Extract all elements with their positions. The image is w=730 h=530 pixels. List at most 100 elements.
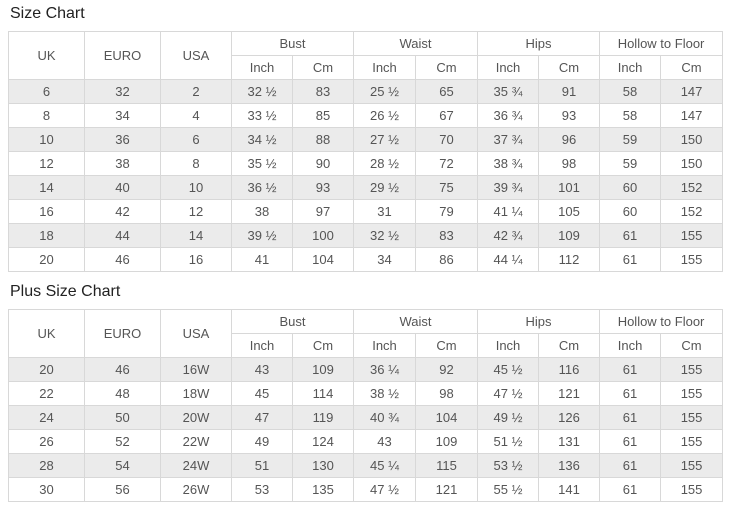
cell-hips-inch: 41 ¼ <box>477 199 540 224</box>
table-row: 22 48 18W 45 114 38 ½ 98 47 ½ 121 61 155 <box>8 381 724 406</box>
cell-waist-cm: 75 <box>415 175 479 200</box>
cell-usa: 6 <box>160 127 232 152</box>
cell-hips-inch: 36 ¾ <box>477 103 540 128</box>
cell-hips-inch: 51 ½ <box>477 429 540 454</box>
cell-hollow-inch: 61 <box>599 247 662 272</box>
cell-uk: 22 <box>8 381 85 406</box>
cell-bust-cm: 130 <box>291 453 355 478</box>
cell-hollow-cm: 155 <box>660 405 724 430</box>
cell-hips-cm: 109 <box>538 223 601 248</box>
cell-hips-inch: 49 ½ <box>477 405 540 430</box>
cell-waist-inch: 26 ½ <box>353 103 417 128</box>
cell-waist-inch: 40 ¾ <box>353 405 417 430</box>
cell-bust-inch: 36 ½ <box>231 175 293 200</box>
cell-waist-inch: 34 <box>353 247 417 272</box>
header-sub-bust-inch: Inch <box>231 333 293 358</box>
cell-hollow-inch: 61 <box>599 477 662 502</box>
cell-waist-cm: 79 <box>415 199 479 224</box>
cell-usa: 14 <box>160 223 232 248</box>
header-row-groups: UK EURO USA Bust Waist Hips Hollow to Floor <box>8 309 724 358</box>
cell-hips-inch: 47 ½ <box>477 381 540 406</box>
header-sub-hollow-to-floor-cm: Cm <box>660 55 724 80</box>
cell-waist-cm: 86 <box>415 247 479 272</box>
cell-euro: 46 <box>84 357 161 382</box>
cell-uk: 12 <box>8 151 85 176</box>
cell-bust-cm: 124 <box>291 429 355 454</box>
cell-bust-inch: 39 ½ <box>231 223 293 248</box>
cell-usa: 8 <box>160 151 232 176</box>
cell-bust-inch: 33 ½ <box>231 103 293 128</box>
cell-hips-inch: 45 ½ <box>477 357 540 382</box>
header-row-units: Inch Cm Inch Cm Inch Cm Inch Cm <box>9 333 724 358</box>
table-row: 26 52 22W 49 124 43 109 51 ½ 131 61 155 <box>8 429 724 454</box>
table-row: 16 42 12 38 97 31 79 41 ¼ 105 60 152 <box>8 199 724 224</box>
table-body: 6 32 2 32 ½ 83 25 ½ 65 35 ¾ 91 58 147 8 34 4 33 ½ 85 26 … <box>8 79 724 272</box>
cell-waist-inch: 36 ¼ <box>353 357 417 382</box>
cell-hips-cm: 98 <box>538 151 601 176</box>
cell-uk: 8 <box>8 103 85 128</box>
header-usa: USA <box>160 31 232 80</box>
cell-waist-inch: 43 <box>353 429 417 454</box>
cell-hollow-cm: 155 <box>660 357 724 382</box>
header-sub-waist-inch: Inch <box>353 333 417 358</box>
cell-euro: 48 <box>84 381 161 406</box>
cell-hollow-inch: 61 <box>599 429 662 454</box>
table-row: 20 46 16W 43 109 36 ¼ 92 45 ½ 116 61 155 <box>8 357 724 382</box>
cell-hollow-inch: 59 <box>599 151 662 176</box>
cell-hollow-inch: 58 <box>599 79 662 104</box>
plus-size-chart-title: Plus Size Chart <box>10 283 121 300</box>
cell-hollow-cm: 155 <box>660 247 724 272</box>
cell-usa: 20W <box>160 405 232 430</box>
header-sub-hips-cm: Cm <box>538 55 601 80</box>
header-group-bust: Bust <box>230 309 355 334</box>
cell-uk: 24 <box>8 405 85 430</box>
cell-usa: 16W <box>160 357 232 382</box>
cell-hips-inch: 44 ¼ <box>477 247 540 272</box>
cell-bust-cm: 90 <box>291 151 355 176</box>
header-euro: EURO <box>84 31 161 80</box>
table-row: 12 38 8 35 ½ 90 28 ½ 72 38 ¾ 98 59 150 <box>8 151 724 176</box>
table-row: 20 46 16 41 104 34 86 44 ¼ 112 61 155 <box>8 247 724 272</box>
header-sub-hips-cm: Cm <box>538 333 601 358</box>
cell-hips-cm: 93 <box>538 103 601 128</box>
header-row-groups: UK EURO USA Bust Waist Hips Hollow to Floor <box>8 31 724 80</box>
cell-hips-cm: 91 <box>538 79 601 104</box>
cell-hips-cm: 105 <box>538 199 601 224</box>
cell-hollow-cm: 152 <box>660 199 724 224</box>
cell-hollow-inch: 60 <box>599 175 662 200</box>
header-group-hips: Hips <box>477 31 601 56</box>
cell-euro: 32 <box>84 79 161 104</box>
cell-uk: 6 <box>8 79 85 104</box>
cell-euro: 34 <box>84 103 161 128</box>
cell-waist-inch: 31 <box>353 199 417 224</box>
cell-euro: 52 <box>84 429 161 454</box>
cell-hips-inch: 37 ¾ <box>477 127 540 152</box>
cell-hollow-inch: 60 <box>599 199 662 224</box>
cell-bust-inch: 47 <box>231 405 293 430</box>
header-usa: USA <box>160 309 232 358</box>
cell-usa: 24W <box>160 453 232 478</box>
cell-bust-cm: 109 <box>291 357 355 382</box>
cell-waist-cm: 70 <box>415 127 479 152</box>
cell-bust-inch: 32 ½ <box>231 79 293 104</box>
cell-hips-inch: 55 ½ <box>477 477 540 502</box>
cell-bust-inch: 45 <box>231 381 293 406</box>
cell-bust-cm: 83 <box>291 79 355 104</box>
cell-bust-inch: 49 <box>231 429 293 454</box>
cell-waist-cm: 72 <box>415 151 479 176</box>
cell-bust-cm: 114 <box>291 381 355 406</box>
cell-waist-cm: 67 <box>415 103 479 128</box>
cell-hollow-cm: 152 <box>660 175 724 200</box>
header-group-waist: Waist <box>353 31 479 56</box>
header-group-waist: Waist <box>353 309 479 334</box>
cell-waist-cm: 121 <box>415 477 479 502</box>
cell-uk: 10 <box>8 127 85 152</box>
size-chart-section: Size Chart UK EURO USA Bust Waist Hips Hollow … <box>8 4 724 272</box>
cell-usa: 4 <box>160 103 232 128</box>
header-sub-bust-cm: Cm <box>291 55 355 80</box>
cell-waist-cm: 98 <box>415 381 479 406</box>
cell-hips-cm: 126 <box>538 405 601 430</box>
header-group-hollow-to-floor: Hollow to Floor <box>599 31 724 56</box>
cell-usa: 18W <box>160 381 232 406</box>
header-sub-hips-inch: Inch <box>477 55 540 80</box>
